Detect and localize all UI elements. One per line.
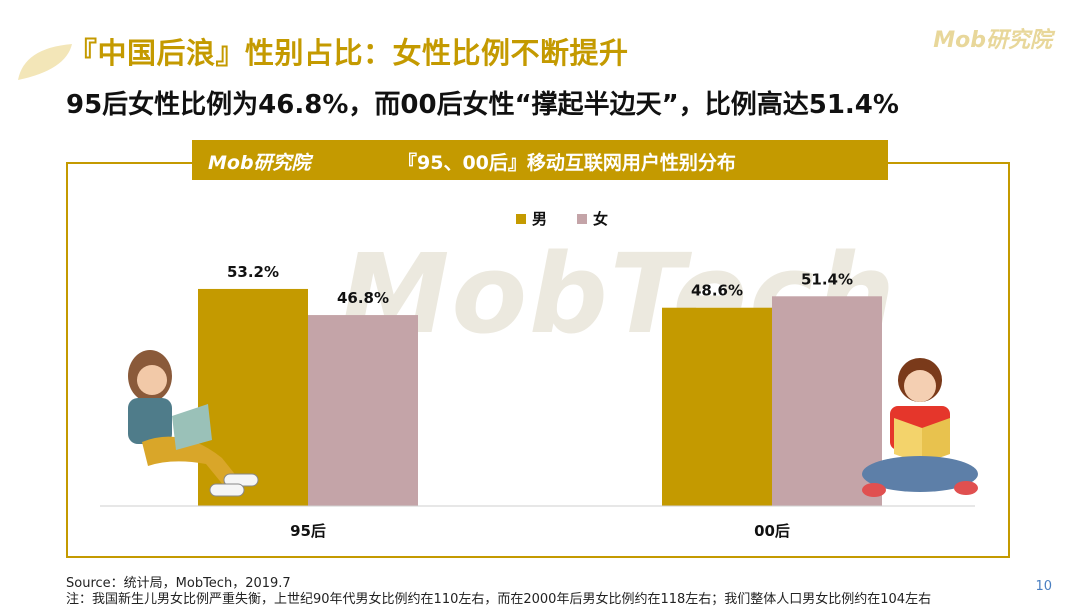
bar-0-1 [308, 315, 418, 506]
chart-legend: 男 女 [516, 208, 608, 229]
data-label-1-1: 51.4% [801, 270, 853, 288]
data-label-0-0: 53.2% [227, 263, 279, 281]
data-label-0-1: 46.8% [337, 289, 389, 307]
legend-label-male: 男 [532, 210, 548, 228]
reading-girl-illustration-left [128, 350, 259, 497]
page-number: 10 [1035, 579, 1052, 594]
chart-title: 『95、00后』移动互联网用户性别分布 [398, 152, 736, 174]
decorative-leaf-icon [18, 44, 72, 80]
chart-banner [192, 140, 888, 180]
data-label-1-0: 48.6% [691, 282, 743, 300]
legend-label-female: 女 [593, 210, 609, 228]
banner-logo: Mob研究院 [208, 152, 311, 174]
legend-swatch-female [577, 213, 588, 224]
footnote: 注：我国新生儿男女比例严重失衡，上世纪90年代男女比例约在110左右，而在200… [66, 592, 932, 607]
reading-girl-illustration-right [862, 358, 978, 497]
page-title: 『中国后浪』性别占比：女性比例不断提升 [68, 36, 629, 70]
x-tick-label-0: 95后 [290, 522, 326, 540]
source-note: Source：统计局，MobTech，2019.7 [66, 576, 291, 591]
legend-swatch-male [516, 213, 526, 224]
bar-1-0 [662, 307, 772, 506]
page-subtitle: 95后女性比例为46.8%，而00后女性“撑起半边天”，比例高达51.4% [66, 90, 899, 120]
brand-logo: Mob研究院 [933, 28, 1052, 53]
x-tick-label-1: 00后 [754, 522, 790, 540]
